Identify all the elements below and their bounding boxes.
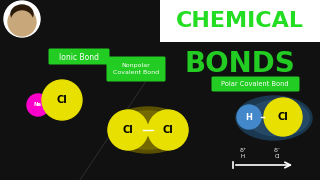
Circle shape xyxy=(264,98,302,136)
Ellipse shape xyxy=(236,96,312,140)
Circle shape xyxy=(27,94,49,116)
Text: Cl: Cl xyxy=(163,125,173,135)
FancyBboxPatch shape xyxy=(212,76,300,91)
FancyBboxPatch shape xyxy=(160,0,320,42)
FancyBboxPatch shape xyxy=(160,42,320,87)
Text: δ⁻: δ⁻ xyxy=(273,147,281,152)
Text: Na: Na xyxy=(34,102,42,107)
Circle shape xyxy=(4,1,40,37)
Text: Cl: Cl xyxy=(278,112,288,122)
Ellipse shape xyxy=(11,5,33,23)
Text: Ionic Bond: Ionic Bond xyxy=(59,53,99,62)
Text: Polar Covalent Bond: Polar Covalent Bond xyxy=(221,81,289,87)
Text: Cl: Cl xyxy=(123,125,133,135)
Circle shape xyxy=(237,105,261,129)
FancyBboxPatch shape xyxy=(49,48,109,64)
Ellipse shape xyxy=(108,107,188,153)
Text: CHEMICAL: CHEMICAL xyxy=(176,11,304,31)
FancyBboxPatch shape xyxy=(107,57,165,82)
Text: Cl: Cl xyxy=(274,154,280,159)
Text: H: H xyxy=(241,154,245,159)
Circle shape xyxy=(108,110,148,150)
Circle shape xyxy=(8,8,36,36)
Circle shape xyxy=(11,11,33,33)
Text: δ⁺: δ⁺ xyxy=(239,147,247,152)
Ellipse shape xyxy=(113,111,183,149)
Circle shape xyxy=(148,110,188,150)
Text: Nonpolar
Covalent Bond: Nonpolar Covalent Bond xyxy=(113,63,159,75)
Text: BONDS: BONDS xyxy=(185,50,295,78)
Circle shape xyxy=(42,80,82,120)
Text: Cl: Cl xyxy=(57,95,68,105)
Ellipse shape xyxy=(247,100,309,136)
Text: H: H xyxy=(245,112,252,122)
